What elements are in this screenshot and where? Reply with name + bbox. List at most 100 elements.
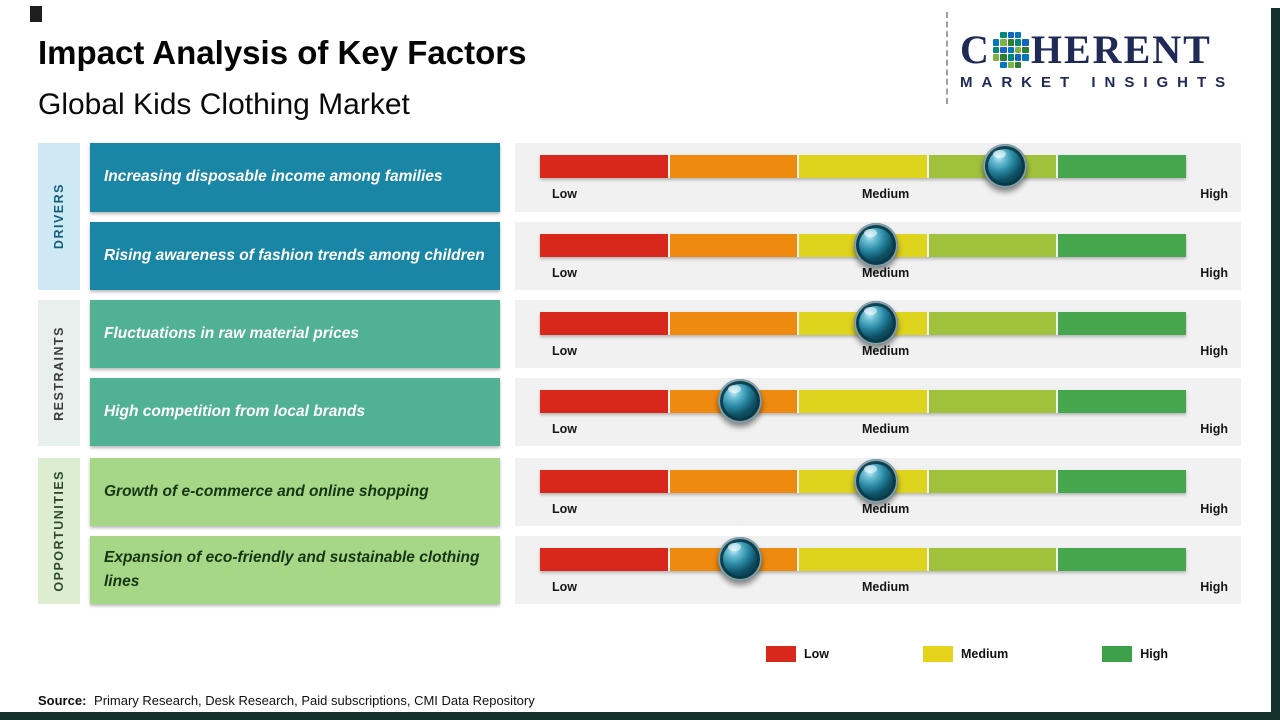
- gauge-segment: [1058, 548, 1186, 571]
- gauge-segment: [540, 312, 668, 335]
- scale-label-high: High: [1200, 187, 1228, 201]
- scale-label-high: High: [1200, 580, 1228, 594]
- logo-text-part2: HERENT: [1030, 27, 1212, 72]
- scale-label-medium: Medium: [862, 344, 910, 358]
- corner-accent: [30, 6, 42, 22]
- factor-text: Rising awareness of fashion trends among…: [104, 246, 485, 264]
- impact-marker: [853, 459, 898, 503]
- gauge-bar: [540, 155, 1186, 178]
- impact-gauge: Low Medium High: [515, 300, 1241, 368]
- scale-label-high: High: [1200, 344, 1228, 358]
- page-title: Impact Analysis of Key Factors: [38, 34, 527, 71]
- impact-gauge: Low Medium High: [515, 143, 1241, 212]
- legend-label: High: [1140, 647, 1168, 661]
- gauge-segment: [799, 390, 927, 413]
- impact-marker: [718, 379, 763, 423]
- gauge-segment: [669, 470, 798, 493]
- category-strip-opportunities: OPPORTUNITIES: [38, 458, 80, 604]
- legend-swatch-medium: [922, 646, 953, 662]
- scale-label-medium: Medium: [862, 502, 910, 516]
- logo-text-part1: C: [960, 27, 991, 72]
- scale-label-medium: Medium: [862, 580, 910, 594]
- legend-label: Low: [804, 647, 829, 661]
- legend: Low Medium High: [766, 646, 1168, 662]
- scale-label-low: Low: [552, 266, 577, 280]
- category-label: OPPORTUNITIES: [52, 470, 66, 592]
- factor-text: Fluctuations in raw material prices: [104, 324, 359, 342]
- gauge-segment: [928, 312, 1057, 335]
- logo-wordmark: C HERENT: [960, 30, 1262, 70]
- gauge-segment: [540, 155, 668, 178]
- legend-item-high: High: [1102, 646, 1168, 662]
- gauge-segment: [669, 312, 798, 335]
- impact-gauge: Low Medium High: [515, 378, 1241, 446]
- gauge-segment: [540, 470, 668, 493]
- legend-swatch-low: [766, 646, 796, 662]
- legend-item-low: Low: [766, 646, 829, 662]
- category-label: RESTRAINTS: [52, 325, 66, 421]
- impact-marker: [983, 144, 1028, 188]
- gauge-bar: [540, 390, 1186, 413]
- scale-label-high: High: [1200, 502, 1228, 516]
- gauge-segment: [669, 155, 798, 178]
- impact-marker: [853, 223, 898, 267]
- factor-card: Increasing disposable income among famil…: [90, 143, 500, 212]
- gauge-segment: [1058, 155, 1186, 178]
- scale-label-high: High: [1200, 266, 1228, 280]
- factor-card: Growth of e-commerce and online shopping: [90, 458, 500, 526]
- scale-label-medium: Medium: [862, 187, 910, 201]
- factor-card: Rising awareness of fashion trends among…: [90, 222, 500, 290]
- gauge-segment: [1058, 312, 1186, 335]
- gauge-segment: [928, 234, 1057, 257]
- gauge-segment: [928, 390, 1057, 413]
- logo-tagline: MARKET INSIGHTS: [960, 74, 1235, 91]
- category-strip-restraints: RESTRAINTS: [38, 300, 80, 446]
- gauge-segment: [540, 390, 668, 413]
- gauge-segment: [1058, 470, 1186, 493]
- coherent-logo: C HERENT MARKET INSIGHTS: [960, 30, 1262, 92]
- scale-label-low: Low: [552, 580, 577, 594]
- scale-label-high: High: [1200, 422, 1228, 436]
- legend-item-medium: Medium: [922, 646, 1009, 662]
- legend-swatch-high: [1102, 646, 1133, 662]
- factor-text: Expansion of eco-friendly and sustainabl…: [104, 548, 480, 590]
- impact-gauge: Low Medium High: [515, 536, 1241, 604]
- source-text: Primary Research, Desk Research, Paid su…: [94, 693, 535, 708]
- gauge-segment: [540, 234, 668, 257]
- factor-card: Fluctuations in raw material prices: [90, 300, 500, 368]
- right-accent-bar: [1271, 8, 1280, 712]
- factor-card: High competition from local brands: [90, 378, 500, 446]
- category-strip-drivers: DRIVERS: [38, 143, 80, 290]
- gauge-segment: [540, 548, 668, 571]
- factor-text: Increasing disposable income among famil…: [104, 168, 443, 186]
- gauge-segment: [669, 234, 798, 257]
- impact-marker: [853, 301, 898, 345]
- factor-text: Growth of e-commerce and online shopping: [104, 482, 429, 500]
- impact-gauge: Low Medium High: [515, 458, 1241, 526]
- bottom-accent-bar: [0, 712, 1280, 720]
- factor-text: High competition from local brands: [104, 402, 365, 420]
- scale-label-low: Low: [552, 422, 577, 436]
- gauge-segment: [928, 548, 1057, 571]
- source-label: Source:: [38, 693, 87, 708]
- category-label: DRIVERS: [52, 183, 66, 250]
- gauge-bar: [540, 548, 1186, 571]
- impact-marker: [718, 537, 763, 581]
- gauge-segment: [799, 548, 927, 571]
- scale-label-low: Low: [552, 344, 577, 358]
- gauge-segment: [799, 155, 927, 178]
- gauge-segment: [1058, 234, 1186, 257]
- logo-mosaic-o-icon: [992, 32, 1029, 68]
- gauge-segment: [928, 470, 1057, 493]
- scale-label-medium: Medium: [862, 422, 910, 436]
- factor-card: Expansion of eco-friendly and sustainabl…: [90, 536, 500, 604]
- source-note: Source: Primary Research, Desk Research,…: [38, 693, 535, 708]
- page-subtitle: Global Kids Clothing Market: [38, 88, 410, 121]
- legend-label: Medium: [960, 647, 1009, 661]
- scale-label-low: Low: [552, 187, 577, 201]
- scale-label-low: Low: [552, 502, 577, 516]
- scale-label-medium: Medium: [862, 266, 910, 280]
- header-divider: [946, 12, 948, 104]
- impact-gauge: Low Medium High: [515, 222, 1241, 290]
